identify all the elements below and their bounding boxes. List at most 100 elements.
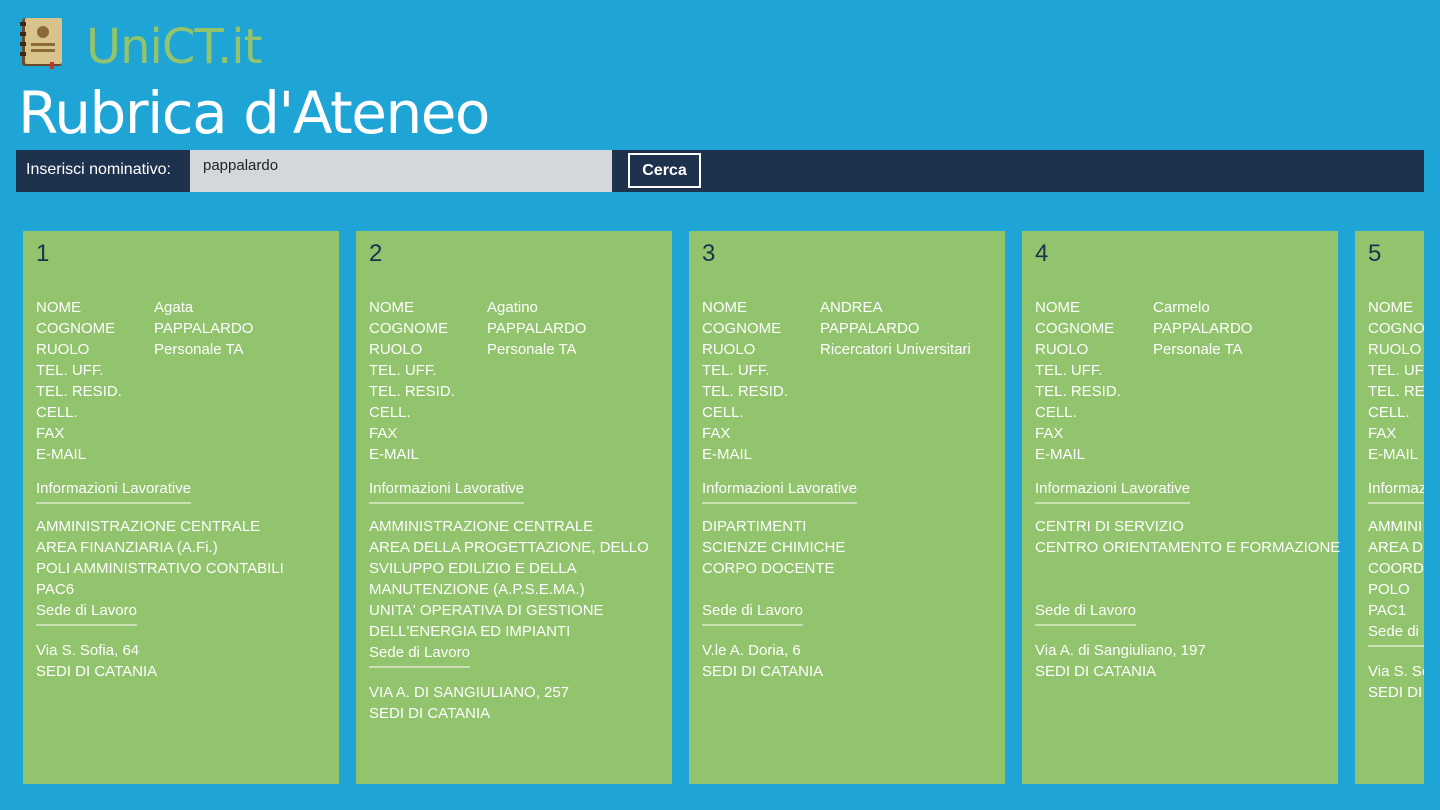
card-index: 2: [369, 240, 383, 267]
work-line: AMMINI: [1368, 518, 1423, 535]
results-list[interactable]: 1 NOME Agata COGNOME PAPPALARDO RUOLO Personal…: [23, 231, 1424, 784]
field-row: NOME Carmelo: [1035, 297, 1252, 318]
field-row: E-MAIL: [702, 444, 971, 465]
address-line: VIA A. DI SANGIULIANO, 257: [369, 684, 570, 701]
page-title: Rubrica d'Ateneo: [18, 79, 490, 147]
field-label: COGNOME: [1368, 320, 1424, 337]
work-line: POLO: [1368, 581, 1410, 598]
field-label: E-MAIL: [369, 446, 420, 463]
field-row: TEL. RESID.: [369, 381, 586, 402]
field-row: RUOLO: [1368, 339, 1424, 360]
field-value: Agatino: [487, 299, 538, 316]
field-value: PAPPALARDO: [820, 320, 920, 337]
result-card[interactable]: 2 NOME Agatino COGNOME PAPPALARDO RUOLO Person…: [356, 231, 672, 784]
work-line: [702, 579, 1002, 600]
field-label: RUOLO: [1368, 341, 1422, 358]
field-row: NOME Agata: [36, 297, 253, 318]
search-button[interactable]: Cerca: [628, 153, 701, 188]
work-line: DIPARTIMENTI: [702, 518, 807, 535]
field-label: E-MAIL: [702, 446, 753, 463]
field-row: COGNOME PAPPALARDO: [1035, 318, 1252, 339]
field-label: TEL. UFF.: [1035, 362, 1103, 379]
work-info: Informazioni Lavorative CENTRI DI SERVIZI…: [1035, 478, 1341, 682]
field-row: E-MAIL: [36, 444, 253, 465]
work-line: AREA DELLA PROGETTAZIONE, DELLO: [369, 539, 649, 556]
field-row: COGNOME PAPPALARDO: [36, 318, 253, 339]
card-index: 1: [36, 240, 50, 267]
app-name: UniCT.it: [86, 19, 262, 75]
field-value: ANDREA: [820, 299, 883, 316]
address-line: V.le A. Doria, 6: [702, 642, 801, 659]
contact-fields: NOME Agatino COGNOME PAPPALARDO RUOLO Persona…: [369, 297, 586, 465]
contact-fields: NOME Carmelo COGNOME PAPPALARDO RUOLO Persona…: [1035, 297, 1252, 465]
address-line: Via S. Sofia, 64: [36, 642, 140, 659]
field-label: CELL.: [702, 404, 744, 421]
contact-fields: NOME Agata COGNOME PAPPALARDO RUOLO Personale…: [36, 297, 253, 465]
work-line: MANUTENZIONE (A.P.S.E.MA.): [369, 581, 585, 598]
field-row: TEL. UFF.: [1368, 360, 1424, 381]
result-card[interactable]: 5 NOME COGNOME RUOLO TEL. UFF. TEL. RESID. CEL…: [1355, 231, 1424, 784]
work-line: DELL'ENERGIA ED IMPIANTI: [369, 623, 571, 640]
result-card[interactable]: 4 NOME Carmelo COGNOME PAPPALARDO RUOLO Person…: [1022, 231, 1341, 784]
work-line: CORPO DOCENTE: [702, 560, 835, 577]
field-row: RUOLO Personale TA: [369, 339, 586, 360]
field-label: NOME: [702, 299, 747, 316]
work-line: PAC1: [1368, 602, 1407, 619]
field-value: Carmelo: [1153, 299, 1210, 316]
field-label: CELL.: [369, 404, 411, 421]
field-row: TEL. RESID.: [36, 381, 253, 402]
field-row: FAX: [702, 423, 971, 444]
address-line: Via A. di Sangiuliano, 197: [1035, 642, 1206, 659]
field-label: NOME: [36, 299, 81, 316]
field-value: Personale TA: [1153, 341, 1243, 358]
workplace-header: Sede di Lavoro: [1035, 600, 1136, 626]
field-label: E-MAIL: [1035, 446, 1086, 463]
field-row: NOME ANDREA: [702, 297, 971, 318]
field-row: FAX: [1368, 423, 1424, 444]
field-label: CELL.: [1368, 404, 1410, 421]
work-line: SVILUPPO EDILIZIO E DELLA: [369, 560, 577, 577]
field-row: E-MAIL: [369, 444, 586, 465]
search-label: Inserisci nominativo:: [26, 161, 171, 178]
field-row: NOME Agatino: [369, 297, 586, 318]
card-index: 5: [1368, 240, 1382, 267]
field-label: RUOLO: [36, 341, 90, 358]
field-row: FAX: [36, 423, 253, 444]
work-info: Informazioni Lavorative AMMINISTRAZIONE C…: [369, 478, 669, 724]
work-line: [1035, 558, 1335, 579]
result-card[interactable]: 1 NOME Agata COGNOME PAPPALARDO RUOLO Personal…: [23, 231, 339, 784]
field-row: TEL. UFF.: [369, 360, 586, 381]
field-row: CELL.: [369, 402, 586, 423]
search-input[interactable]: [190, 150, 612, 192]
work-info-header: Informazioni Lavorative: [1368, 478, 1424, 504]
field-label: COGNOME: [369, 320, 449, 337]
work-line: AREA FINANZIARIA (A.Fi.): [36, 539, 218, 556]
address-line: SEDI DI CATANIA: [702, 663, 824, 680]
field-label: TEL. RESID.: [702, 383, 788, 400]
contact-fields: NOME COGNOME RUOLO TEL. UFF. TEL. RESID. CELL…: [1368, 297, 1424, 465]
contact-fields: NOME ANDREA COGNOME PAPPALARDO RUOLO Ricercat…: [702, 297, 971, 465]
work-line: CENTRI DI SERVIZIO: [1035, 518, 1184, 535]
field-row: CELL.: [702, 402, 971, 423]
field-label: FAX: [369, 425, 398, 442]
field-label: FAX: [36, 425, 65, 442]
field-row: E-MAIL: [1035, 444, 1252, 465]
field-label: E-MAIL: [1368, 446, 1419, 463]
field-label: NOME: [369, 299, 414, 316]
field-label: TEL. UFF.: [369, 362, 437, 379]
work-line: CENTRO ORIENTAMENTO E FORMAZIONE: [1035, 539, 1341, 556]
field-row: CELL.: [1368, 402, 1424, 423]
field-row: TEL. RESID.: [1035, 381, 1252, 402]
field-row: RUOLO Personale TA: [36, 339, 253, 360]
field-label: CELL.: [36, 404, 78, 421]
result-card[interactable]: 3 NOME ANDREA COGNOME PAPPALARDO RUOLO Ricerca…: [689, 231, 1005, 784]
work-line: PAC6: [36, 581, 75, 598]
field-row: TEL. UFF.: [702, 360, 971, 381]
address-line: SEDI DI CATANIA: [36, 663, 158, 680]
field-row: TEL. UFF.: [36, 360, 253, 381]
field-label: COGNOME: [36, 320, 116, 337]
field-label: TEL. UFF.: [1368, 362, 1424, 379]
field-row: CELL.: [36, 402, 253, 423]
field-label: FAX: [702, 425, 731, 442]
work-line: SCIENZE CHIMICHE: [702, 539, 846, 556]
